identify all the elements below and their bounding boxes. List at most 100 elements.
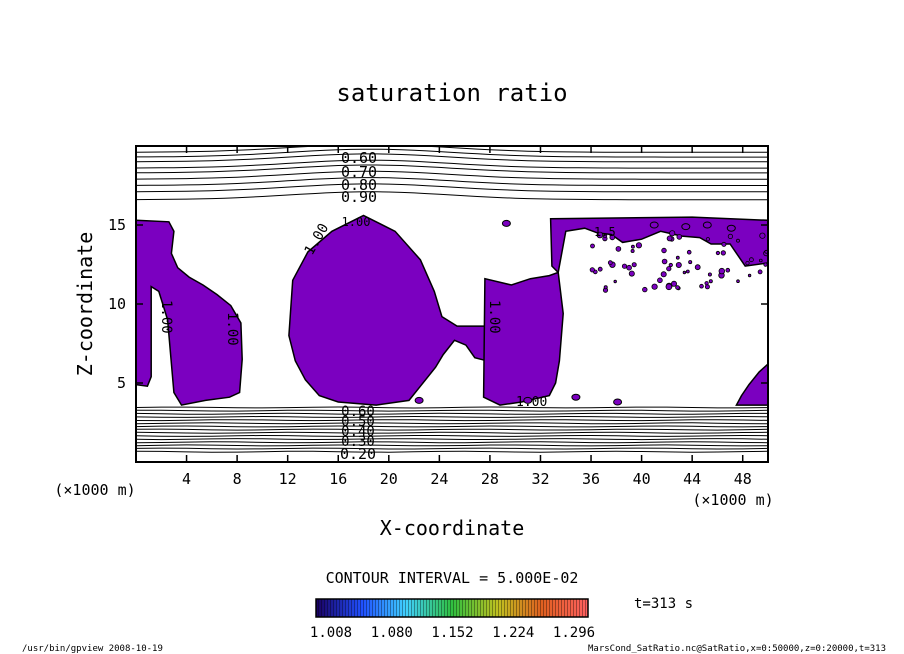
- inline-contour-label: 1.00: [342, 215, 371, 229]
- x-tick-label: 12: [279, 470, 297, 488]
- speckle: [675, 285, 680, 290]
- contour-line: [136, 450, 768, 453]
- supersaturated-speckles: [414, 219, 768, 406]
- speckle: [602, 233, 608, 238]
- speckle: [660, 271, 667, 278]
- speckle: [596, 231, 604, 239]
- speckle: [671, 280, 678, 287]
- speckle: [707, 272, 712, 277]
- contour-interval-text: CONTOUR INTERVAL = 5.000E-02: [326, 569, 579, 587]
- contour-line: [136, 434, 768, 437]
- chart-title: saturation ratio: [336, 79, 567, 107]
- speckle: [681, 223, 691, 231]
- speckle: [715, 250, 721, 256]
- supersaturated-region-lower-right-patch: [735, 362, 768, 406]
- lower-contour-label: 0.60: [341, 404, 375, 420]
- x-tick-label: 8: [233, 470, 242, 488]
- x-tick-label: 48: [734, 470, 752, 488]
- contour-line: [136, 183, 768, 193]
- y-tick-label: 10: [108, 295, 126, 313]
- lower-contour-label: 0.20: [340, 445, 376, 463]
- footer-right: MarsCond_SatRatio.nc@SatRatio,x=0:50000,…: [588, 644, 886, 654]
- x-tick-label: 24: [430, 470, 448, 488]
- speckle: [736, 279, 740, 284]
- supersaturated-region-left-column: [136, 219, 243, 406]
- colorbar-tick-labels: 1.008 1.080 1.152 1.224 1.296: [310, 625, 595, 641]
- contour-line: [136, 409, 768, 412]
- speckle: [501, 219, 511, 227]
- speckle: [675, 261, 682, 268]
- speckle: [631, 262, 637, 268]
- speckle: [628, 270, 635, 277]
- speckle: [688, 260, 693, 265]
- lower-contour-label: 0.30: [341, 434, 375, 450]
- speckle: [676, 234, 683, 240]
- speckle: [725, 267, 731, 273]
- time-label: t=313 s: [634, 596, 693, 612]
- speckle: [702, 221, 712, 229]
- supersaturated-region-right-column: [482, 271, 564, 406]
- speckle: [669, 230, 676, 237]
- contour-line: [136, 177, 768, 186]
- colorbar: [315, 598, 589, 618]
- x-tick-label: 32: [531, 470, 549, 488]
- x-tick-label: 16: [329, 470, 347, 488]
- contour-line: [136, 447, 768, 450]
- speckle: [704, 281, 709, 286]
- speckle: [657, 277, 663, 284]
- speckle: [757, 269, 763, 275]
- speckle: [590, 243, 595, 249]
- contour-line: [136, 415, 768, 418]
- colorbar-tick-label: 1.296: [553, 625, 595, 641]
- inline-contour-label: 1.00: [158, 300, 174, 334]
- footer-left: /usr/bin/gpview 2008-10-19: [22, 644, 163, 654]
- supersaturated-region-upper-right-patches: [549, 216, 768, 274]
- speckle: [749, 257, 754, 263]
- speckle: [763, 262, 768, 267]
- x-tick-label: 20: [380, 470, 398, 488]
- colorbar-tick-label: 1.008: [310, 625, 352, 641]
- speckle: [718, 267, 725, 275]
- speckle: [699, 283, 704, 289]
- speckle: [745, 260, 750, 266]
- lower-contour-lines: [136, 406, 768, 453]
- speckle: [571, 393, 581, 401]
- contour-labels: 0.60 0.70 0.80 0.90 0.60 0.50 0.40 0.30 …: [158, 149, 616, 463]
- speckle: [630, 248, 635, 253]
- contour-line: [136, 428, 768, 431]
- speckle: [631, 244, 635, 249]
- speckle: [720, 250, 726, 256]
- contour-line: [136, 153, 768, 163]
- colorbar-tick-label: 1.224: [492, 625, 534, 641]
- upper-contour-lines: [136, 146, 768, 201]
- speckle: [726, 224, 736, 232]
- colorbar-tick-label: 1.152: [431, 625, 473, 641]
- x-tick-label: 36: [582, 470, 600, 488]
- speckle: [736, 238, 740, 243]
- speckle: [523, 396, 533, 404]
- y-tick-label: 5: [117, 374, 126, 392]
- speckle: [661, 247, 667, 254]
- x-tick-label: 44: [683, 470, 701, 488]
- speckle: [615, 246, 622, 252]
- colorbar-stripes: [316, 599, 588, 617]
- contour-line: [136, 159, 768, 169]
- contour-line: [136, 406, 768, 409]
- speckle: [747, 273, 752, 278]
- lower-contour-label: 0.40: [341, 424, 375, 440]
- contour-line: [136, 191, 768, 201]
- speckle: [642, 286, 648, 293]
- y-unit-label: (×1000 m): [54, 481, 135, 499]
- speckle: [758, 258, 763, 263]
- speckle: [668, 262, 673, 268]
- speckle: [651, 283, 658, 290]
- contour-line: [136, 441, 768, 444]
- x-unit-label: (×1000 m): [692, 491, 773, 509]
- inline-contour-label: 1.5: [594, 225, 616, 239]
- contour-line: [136, 444, 768, 447]
- plot-area: [136, 146, 768, 453]
- upper-contour-label: 0.90: [341, 188, 377, 206]
- contour-line: [136, 419, 768, 422]
- speckle: [685, 269, 690, 274]
- y-axis-label: Z-coordinate: [73, 232, 97, 377]
